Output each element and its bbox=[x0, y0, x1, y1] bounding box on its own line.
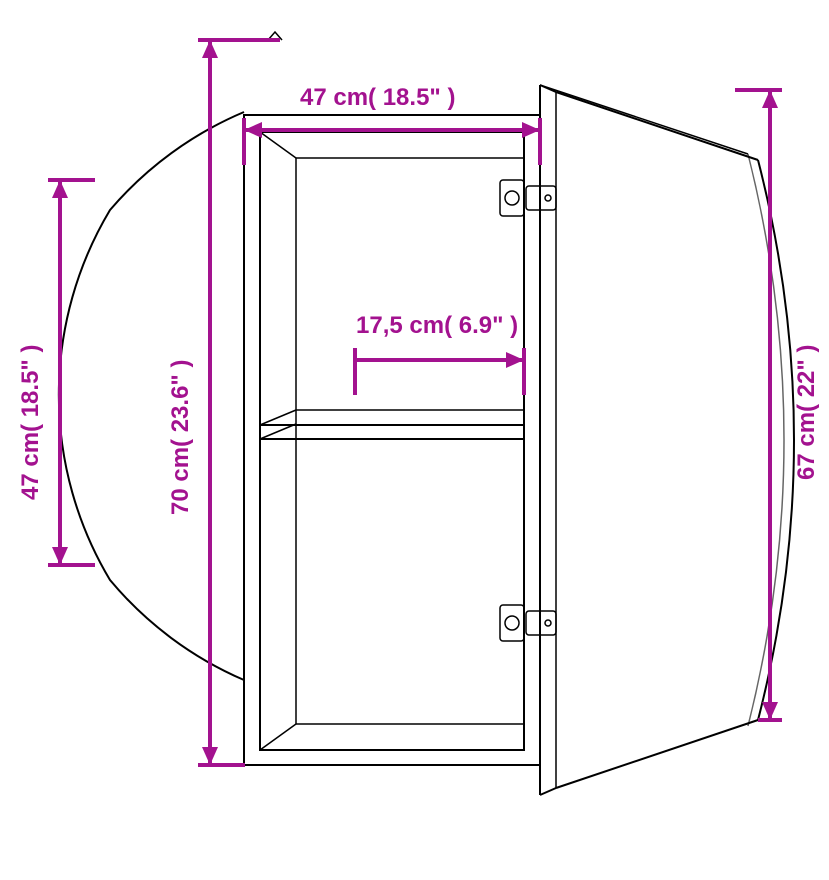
label-right-full: 67 cm( 22" ) bbox=[793, 345, 820, 480]
label-inner-depth: 17,5 cm( 6.9" ) bbox=[356, 312, 518, 339]
dim-inner-depth bbox=[355, 348, 524, 395]
cabinet-inner bbox=[260, 132, 524, 750]
left-arc-outer bbox=[59, 112, 244, 680]
diagram-svg: 47 cm( 18.5" ) 17,5 cm( 6.9" ) 47 cm( 18… bbox=[0, 0, 829, 880]
hinge-bottom bbox=[500, 605, 556, 641]
door-open bbox=[540, 85, 794, 795]
label-left-small: 47 cm( 18.5" ) bbox=[17, 345, 44, 500]
dimension-labels: 47 cm( 18.5" ) 17,5 cm( 6.9" ) 47 cm( 18… bbox=[17, 84, 820, 515]
dim-left-small bbox=[48, 180, 95, 565]
back-corner-bl bbox=[260, 724, 296, 750]
dimension-lines bbox=[48, 40, 782, 765]
back-corner-tl bbox=[260, 132, 296, 158]
shelf bbox=[260, 410, 524, 439]
dim-right-full bbox=[735, 90, 782, 720]
hinge-top bbox=[500, 180, 556, 216]
dim-left-large bbox=[198, 40, 280, 765]
label-left-large: 70 cm( 23.6" ) bbox=[167, 360, 194, 515]
label-top-width: 47 cm( 18.5" ) bbox=[300, 84, 455, 111]
